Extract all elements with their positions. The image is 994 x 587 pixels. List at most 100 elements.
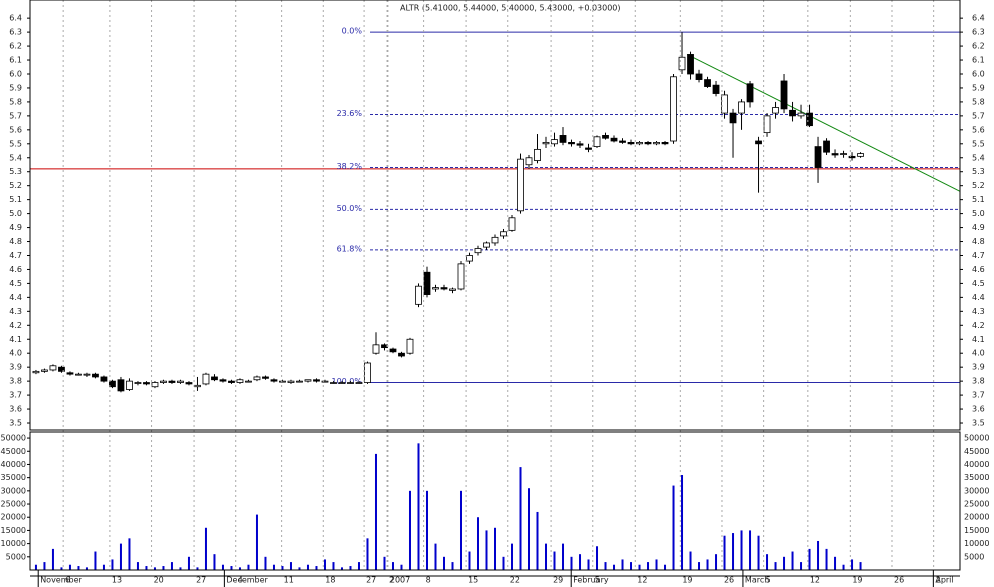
volume-bar xyxy=(434,543,437,570)
x-tick-label: December xyxy=(226,576,268,585)
candle-body xyxy=(58,366,65,372)
candle-body xyxy=(474,248,482,254)
x-tick-label: 27 xyxy=(366,576,376,585)
candle-body xyxy=(508,217,516,231)
y-tick-label-right: 5.9 xyxy=(972,83,985,92)
y-tick-label: 40000 xyxy=(1,460,26,469)
x-tick-label: March xyxy=(745,576,769,585)
volume-bar xyxy=(749,530,752,570)
candle-body xyxy=(423,271,431,295)
volume-bar xyxy=(349,566,352,570)
y-tick-label: 4.0 xyxy=(9,349,22,358)
candle-body xyxy=(619,140,626,143)
y-tick-label: 3.9 xyxy=(9,363,22,372)
volume-bar xyxy=(706,559,709,570)
candle-body xyxy=(466,255,473,262)
candle-body xyxy=(143,382,150,385)
candle-body xyxy=(636,142,643,145)
y-tick-label: 4.9 xyxy=(9,223,22,232)
volume-bar xyxy=(255,514,258,570)
y-tick-label: 20000 xyxy=(1,513,26,522)
candle-body xyxy=(296,380,303,383)
x-tick-label: 2 xyxy=(936,576,941,585)
volume-bar xyxy=(230,566,233,570)
candle-body xyxy=(729,112,737,124)
chart-title: ALTR (5.41000, 5.44000, 5.40000, 5.43000… xyxy=(400,4,621,13)
volume-bar xyxy=(672,485,675,570)
candle-body xyxy=(491,236,499,244)
candle-body xyxy=(857,153,864,157)
volume-bar xyxy=(511,543,514,570)
y-tick-label-right: 50000 xyxy=(964,434,989,443)
x-tick-label: 26 xyxy=(894,576,904,585)
candle-body xyxy=(364,362,371,383)
y-tick-label-right: 35000 xyxy=(964,473,989,482)
volume-bar xyxy=(204,527,207,570)
volume-bar xyxy=(289,562,292,570)
volume-bar xyxy=(476,517,479,570)
volume-bar xyxy=(545,543,548,570)
candle-body xyxy=(568,142,575,145)
candle-body xyxy=(117,379,125,392)
fib-label: 0.0% xyxy=(342,27,363,36)
candle-body xyxy=(653,142,660,145)
candle-body xyxy=(236,379,244,383)
candle-body xyxy=(823,140,830,153)
candle-body xyxy=(109,380,116,388)
fib-label: 61.8% xyxy=(337,244,363,253)
volume-bar xyxy=(34,564,37,570)
volume-bar xyxy=(366,538,369,570)
volume-bar xyxy=(825,548,828,570)
fib-label: 50.0% xyxy=(337,204,363,213)
candle-body xyxy=(287,380,295,383)
x-tick-label: 11 xyxy=(284,576,294,585)
volume-bar xyxy=(298,567,301,570)
y-tick-label: 3.6 xyxy=(9,405,22,414)
y-tick-label: 5.8 xyxy=(9,97,22,106)
x-tick-label: 5 xyxy=(766,576,771,585)
y-tick-label-right: 4.5 xyxy=(972,279,985,288)
candle-body xyxy=(593,136,601,147)
volume-bar xyxy=(689,551,692,570)
volume-bar xyxy=(281,566,284,570)
y-tick-label-right: 5000 xyxy=(964,552,984,561)
volume-bar xyxy=(791,551,794,570)
candle-body xyxy=(92,373,99,378)
volume-bar xyxy=(162,566,165,570)
y-tick-label: 4.4 xyxy=(9,293,22,302)
y-tick-label: 15000 xyxy=(1,526,26,535)
volume-bar xyxy=(77,566,80,570)
x-tick-label: 20 xyxy=(154,576,164,585)
candle-body xyxy=(534,148,541,161)
volume-bar xyxy=(783,556,786,570)
x-tick-label: 18 xyxy=(325,576,335,585)
candle-body xyxy=(644,142,652,145)
y-tick-label: 5000 xyxy=(6,552,26,561)
volume-bar xyxy=(715,554,718,570)
volume-bar xyxy=(842,564,845,570)
y-tick-label: 4.1 xyxy=(9,335,22,344)
x-tick-label: 15 xyxy=(468,576,478,585)
candle-body xyxy=(66,372,74,375)
x-tick-label: November xyxy=(40,576,82,585)
volume-bar xyxy=(238,567,241,570)
volume-bar xyxy=(68,564,71,570)
volume-bar xyxy=(834,556,837,570)
x-tick-label: 2007 xyxy=(390,576,410,585)
candle-body xyxy=(806,112,813,127)
volume-bar xyxy=(153,567,156,570)
volume-bar xyxy=(664,564,667,570)
y-tick-label-right: 20000 xyxy=(964,513,989,522)
candle-body xyxy=(551,139,558,145)
candle-body xyxy=(687,54,694,75)
volume-bar xyxy=(221,564,224,570)
x-tick-label: February xyxy=(573,576,609,585)
x-tick-label: 6 xyxy=(65,576,70,585)
y-tick-label-right: 5.3 xyxy=(972,167,985,176)
x-tick-label: 12 xyxy=(810,576,820,585)
volume-bar xyxy=(851,559,854,570)
candle-body xyxy=(49,365,57,371)
candle-body xyxy=(151,382,159,388)
y-tick-label-right: 10000 xyxy=(964,539,989,548)
y-tick-label-right: 6.3 xyxy=(972,28,985,37)
